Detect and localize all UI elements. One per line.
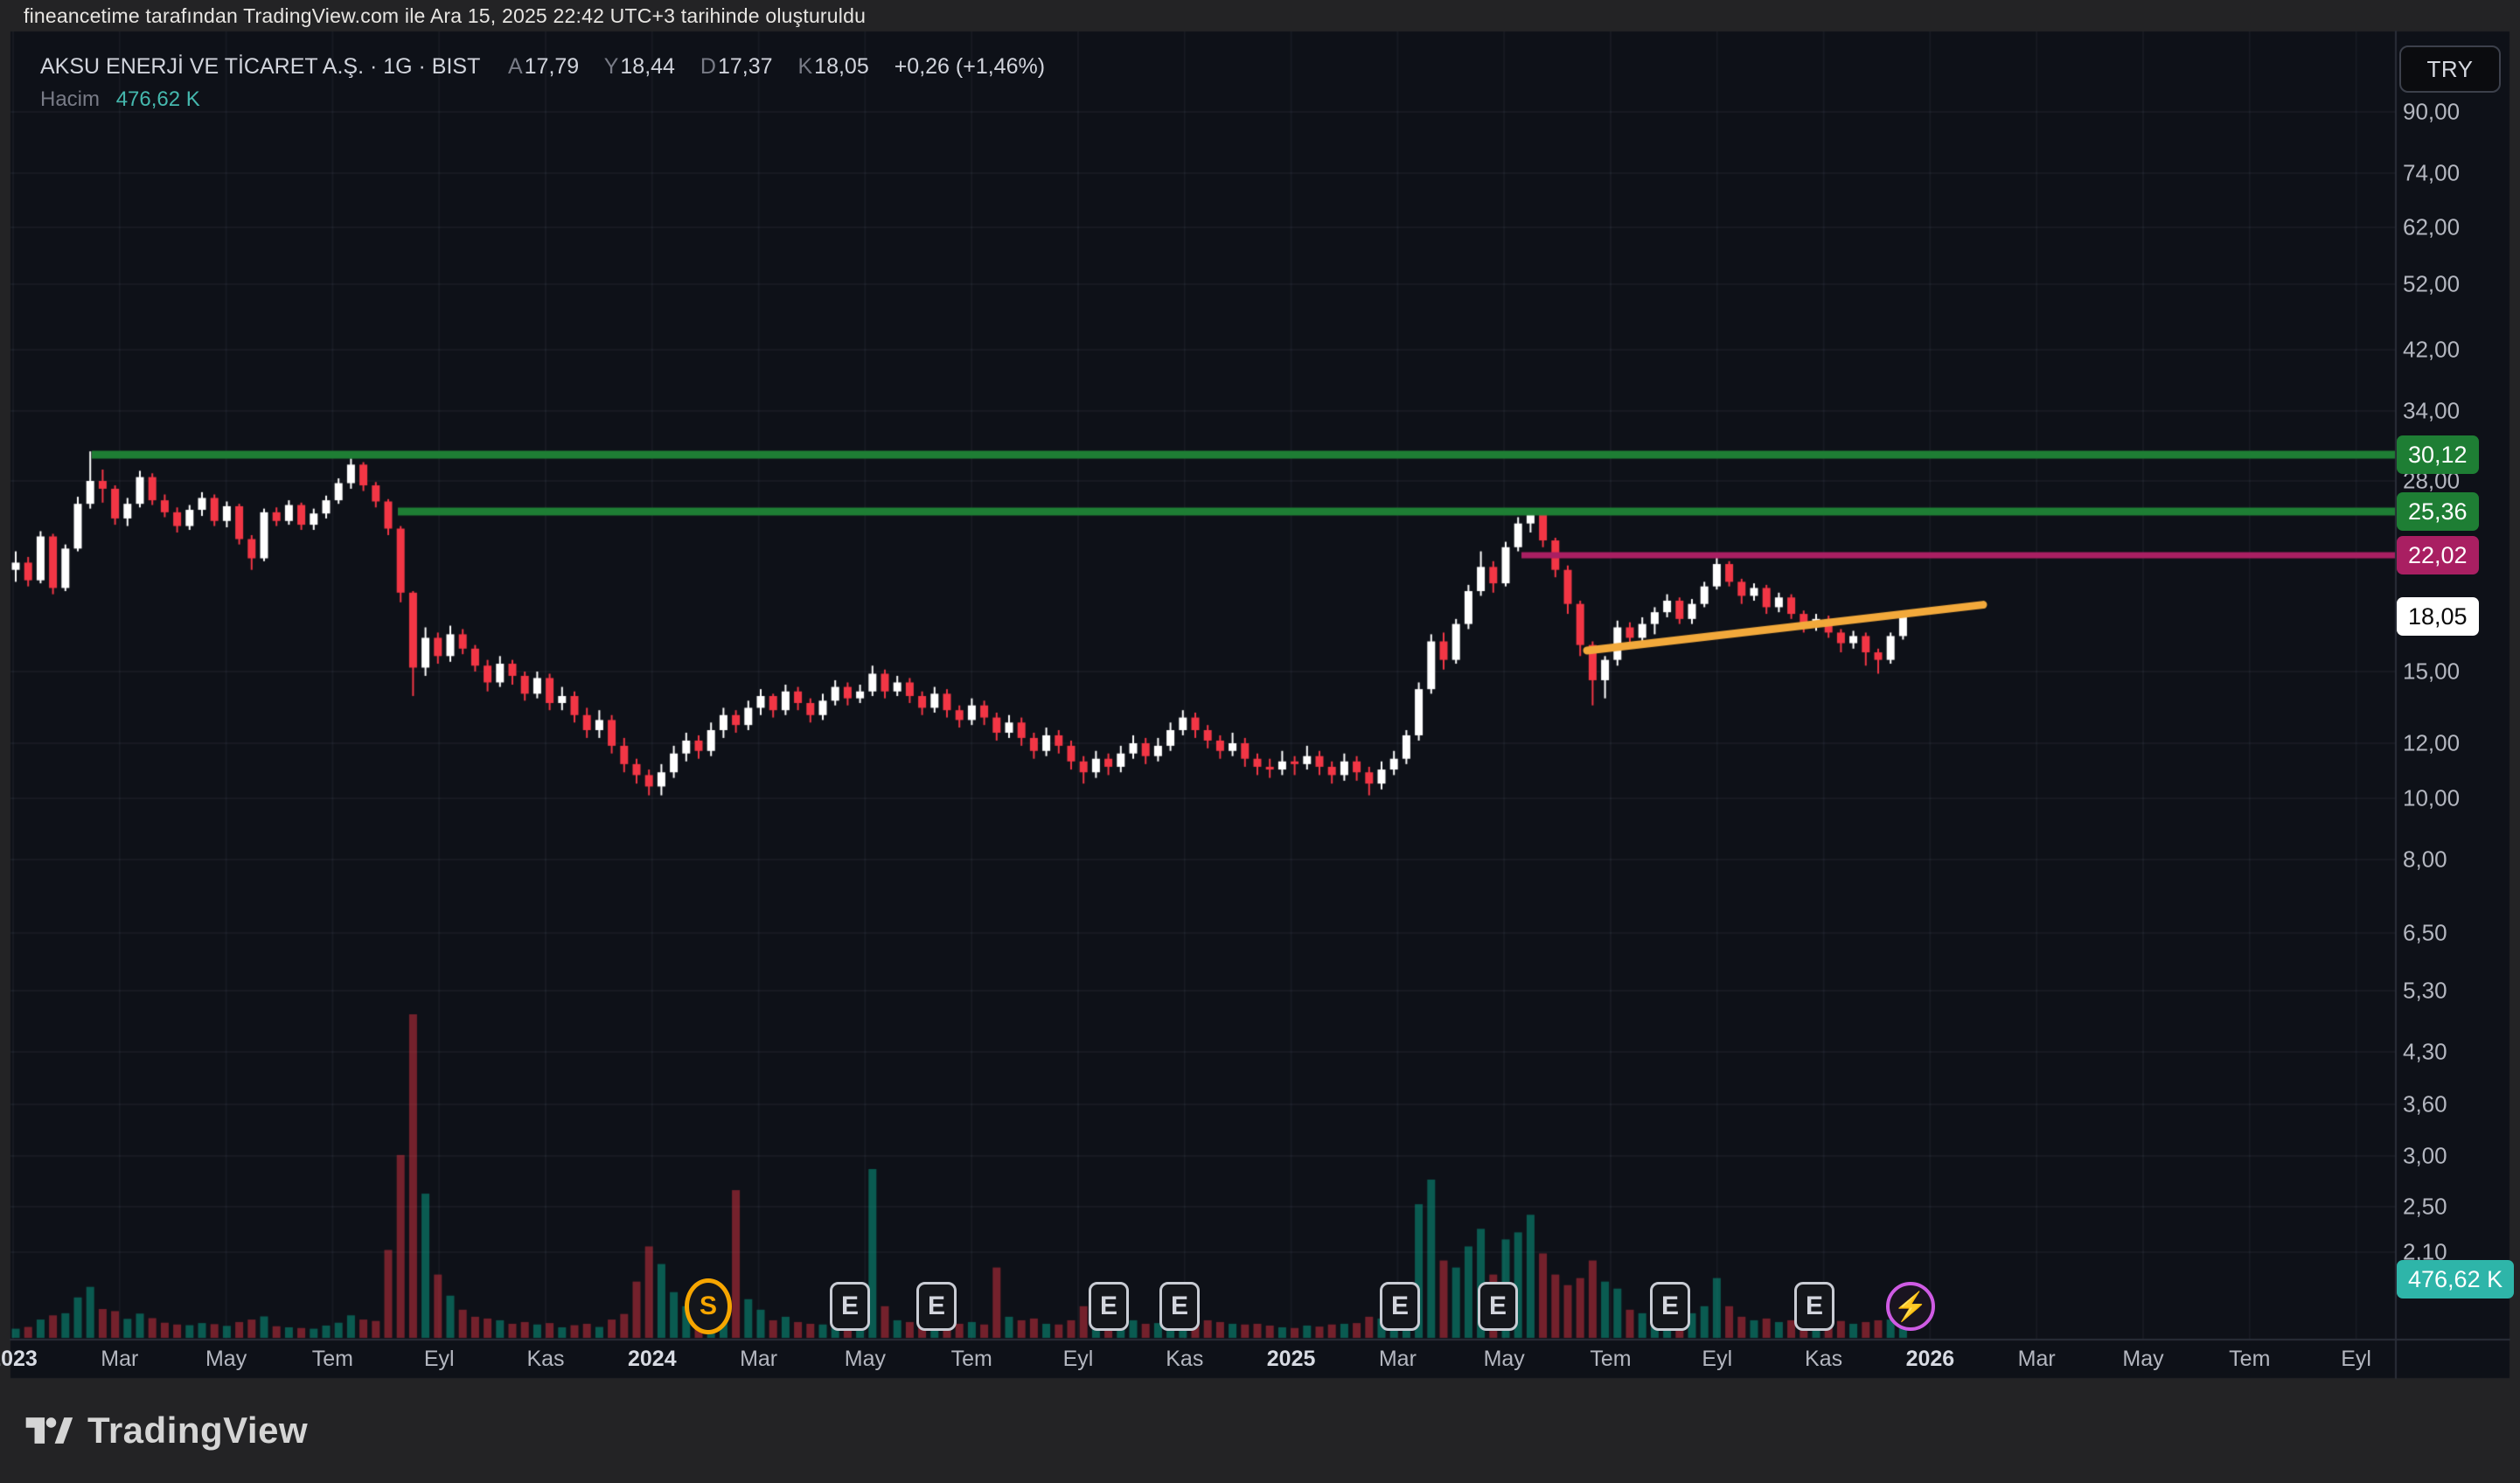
volume-row: Hacim 476,62 K (40, 87, 200, 112)
earnings-badge[interactable]: E (1478, 1282, 1518, 1331)
earnings-badge[interactable]: E (830, 1282, 870, 1331)
price-tick-12,00: 12,00 (2403, 729, 2461, 756)
earnings-badge[interactable]: E (1159, 1282, 1200, 1331)
price-tick-2,50: 2,50 (2403, 1193, 2447, 1220)
time-label-2026: 2026 (1905, 1347, 1955, 1371)
time-label-May: May (2122, 1347, 2164, 1371)
price-tick-5,30: 5,30 (2403, 977, 2447, 1004)
volume-label: Hacim (40, 87, 101, 111)
earnings-badge[interactable]: E (1794, 1282, 1834, 1331)
time-label-Tem: Tem (950, 1347, 992, 1371)
price-tick-52,00: 52,00 (2403, 270, 2461, 297)
time-label-May: May (1483, 1347, 1525, 1371)
ohlc-close: K18,05 (797, 54, 869, 79)
price-tick-3,60: 3,60 (2403, 1090, 2447, 1117)
time-label-Mar: Mar (1378, 1347, 1417, 1371)
time-label-Kas: Kas (1805, 1347, 1843, 1371)
time-label-Tem: Tem (2229, 1347, 2271, 1371)
attribution-text: fineancetime tarafından TradingView.com … (24, 4, 867, 27)
symbol-header: AKSU ENERJİ VE TİCARET A.Ş. · 1G · BIST … (40, 54, 1045, 80)
time-label-Eyl: Eyl (1062, 1347, 1094, 1371)
earnings-badge[interactable]: E (1089, 1282, 1129, 1331)
tradingview-logo-icon (25, 1417, 73, 1444)
price-tick-8,00: 8,00 (2403, 846, 2447, 873)
earnings-badge[interactable]: E (1380, 1282, 1420, 1331)
price-change: +0,26 (+1,46%) (894, 54, 1046, 79)
price-tick-3,00: 3,00 (2403, 1142, 2447, 1169)
price-level-label-22,02: 22,02 (2397, 536, 2479, 574)
price-tick-42,00: 42,00 (2403, 336, 2461, 363)
time-label-Mar: Mar (101, 1347, 139, 1371)
price-tick-15,00: 15,00 (2403, 658, 2461, 685)
time-label-2023: 2023 (0, 1347, 38, 1371)
price-tick-74,00: 74,00 (2403, 159, 2461, 186)
time-label-Mar: Mar (2017, 1347, 2056, 1371)
price-level-label-30,12: 30,12 (2397, 435, 2479, 474)
time-label-Tem: Tem (1590, 1347, 1632, 1371)
attribution-bar: fineancetime tarafından TradingView.com … (24, 4, 866, 28)
time-label-May: May (205, 1347, 247, 1371)
tradingview-logo-text: TradingView (87, 1410, 309, 1451)
time-label-May: May (844, 1347, 887, 1371)
volume-value: 476,62 K (115, 87, 200, 111)
time-label-Mar: Mar (740, 1347, 778, 1371)
currency-toggle-button[interactable]: TRY (2399, 45, 2501, 93)
ohlc-low: D17,37 (700, 54, 773, 79)
ohlc-open: A17,79 (507, 54, 580, 79)
earnings-badge[interactable]: E (916, 1282, 957, 1331)
split-badge[interactable]: S (685, 1278, 732, 1334)
price-tick-62,00: 62,00 (2403, 213, 2461, 240)
time-label-Eyl: Eyl (423, 1347, 455, 1371)
time-label-Eyl: Eyl (2341, 1347, 2371, 1371)
price-level-label-476,62 K: 476,62 K (2397, 1260, 2515, 1298)
symbol-title: AKSU ENERJİ VE TİCARET A.Ş. · 1G · BIST (40, 54, 481, 79)
tradingview-logo[interactable]: TradingView (24, 1410, 308, 1452)
ohlc-high: Y18,44 (603, 54, 675, 79)
price-tick-4,30: 4,30 (2403, 1038, 2447, 1065)
time-label-2024: 2024 (627, 1347, 677, 1371)
time-label-Tem: Tem (311, 1347, 354, 1371)
time-label-Kas: Kas (1166, 1347, 1204, 1371)
flash-badge-icon[interactable]: ⚡ (1886, 1282, 1935, 1331)
price-tick-34,00: 34,00 (2403, 397, 2461, 424)
price-tick-90,00: 90,00 (2403, 98, 2461, 125)
price-tick-6,50: 6,50 (2403, 919, 2447, 946)
price-tick-10,00: 10,00 (2403, 784, 2461, 811)
time-label-Eyl: Eyl (1702, 1347, 1733, 1371)
price-level-label-25,36: 25,36 (2397, 492, 2479, 531)
time-label-2025: 2025 (1266, 1347, 1316, 1371)
price-level-label-18,05: 18,05 (2397, 597, 2479, 636)
time-label-Kas: Kas (526, 1347, 565, 1371)
earnings-badge[interactable]: E (1650, 1282, 1690, 1331)
